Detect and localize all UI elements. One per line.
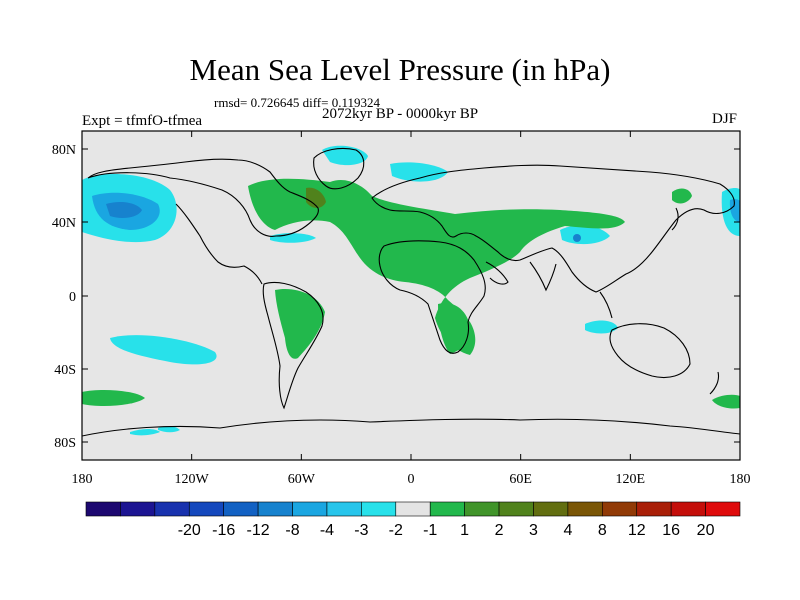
positive-anomaly-center — [306, 187, 326, 208]
colorbar-label: 2 — [495, 522, 504, 539]
colorbar-swatch — [292, 501, 328, 517]
colorbar-label: -16 — [212, 522, 235, 539]
anomaly-fields — [82, 145, 740, 437]
colorbar-swatch — [429, 501, 465, 517]
map-background — [82, 131, 740, 460]
colorbar-swatch — [498, 501, 534, 517]
negative-anomaly-center — [106, 202, 581, 242]
y-tick-label: 0 — [69, 290, 76, 305]
colorbar-label: -8 — [285, 522, 299, 539]
colorbar-swatch — [670, 501, 706, 517]
x-tick-label: 60W — [288, 472, 316, 487]
colorbar-swatch — [464, 501, 500, 517]
colorbar-label: 1 — [460, 522, 469, 539]
period-label: 2072kyr BP - 0000kyr BP — [322, 106, 479, 122]
colorbar-swatch — [361, 501, 397, 517]
season-label: DJF — [712, 111, 738, 127]
colorbar-swatch — [533, 501, 569, 517]
colorbar-label: -4 — [320, 522, 334, 539]
colorbar-swatch — [705, 501, 741, 517]
colorbar-label: -20 — [178, 522, 201, 539]
colorbar-swatch — [602, 501, 638, 517]
colorbar-label: -12 — [247, 522, 270, 539]
positive-anomaly-regions — [82, 178, 740, 409]
x-tick-label: 0 — [408, 472, 415, 487]
colorbar-swatch — [567, 501, 603, 517]
stats-label: rmsd= 0.726645 diff= 0.119324 — [214, 95, 380, 110]
x-tick-label: 60E — [509, 472, 532, 487]
map-axes: 180 120W 60W 0 60E 120E 180 80N 40N 0 40S 80S — [52, 131, 751, 487]
colorbar-swatch — [120, 501, 156, 517]
coastlines — [82, 147, 740, 437]
y-tick-label: 40N — [52, 216, 76, 231]
x-tick-label: 180 — [72, 472, 93, 487]
colorbar-swatch — [85, 501, 121, 517]
colorbar-swatch — [223, 501, 259, 517]
colorbar-label: 12 — [628, 522, 646, 539]
plot-title: Mean Sea Level Pressure (in hPa) — [189, 52, 611, 87]
colorbar-swatch — [257, 501, 293, 517]
colorbar-label: 8 — [598, 522, 607, 539]
x-tick-label: 120E — [616, 472, 646, 487]
colorbar-label: 4 — [563, 522, 572, 539]
colorbar-swatch — [154, 501, 190, 517]
y-tick-label: 80N — [52, 143, 76, 158]
experiment-label: Expt = tfmfO-tfmea — [82, 113, 203, 129]
y-tick-label: 80S — [54, 436, 76, 451]
colorbar: -20 -16 -12 -8 -4 -3 -2 -1 1 2 3 4 8 12 16 20 — [85, 501, 741, 539]
colorbar-label: 16 — [662, 522, 680, 539]
colorbar-label: -3 — [354, 522, 368, 539]
colorbar-label: -1 — [423, 522, 437, 539]
x-tick-label: 120W — [175, 472, 210, 487]
y-tick-label: 40S — [54, 363, 76, 378]
colorbar-swatch — [188, 501, 224, 517]
x-tick-label: 180 — [730, 472, 751, 487]
colorbar-label: 3 — [529, 522, 538, 539]
colorbar-swatch — [326, 501, 362, 517]
colorbar-label: 20 — [697, 522, 715, 539]
colorbar-label: -2 — [389, 522, 403, 539]
colorbar-swatch — [636, 501, 672, 517]
colorbar-swatch — [395, 501, 431, 517]
